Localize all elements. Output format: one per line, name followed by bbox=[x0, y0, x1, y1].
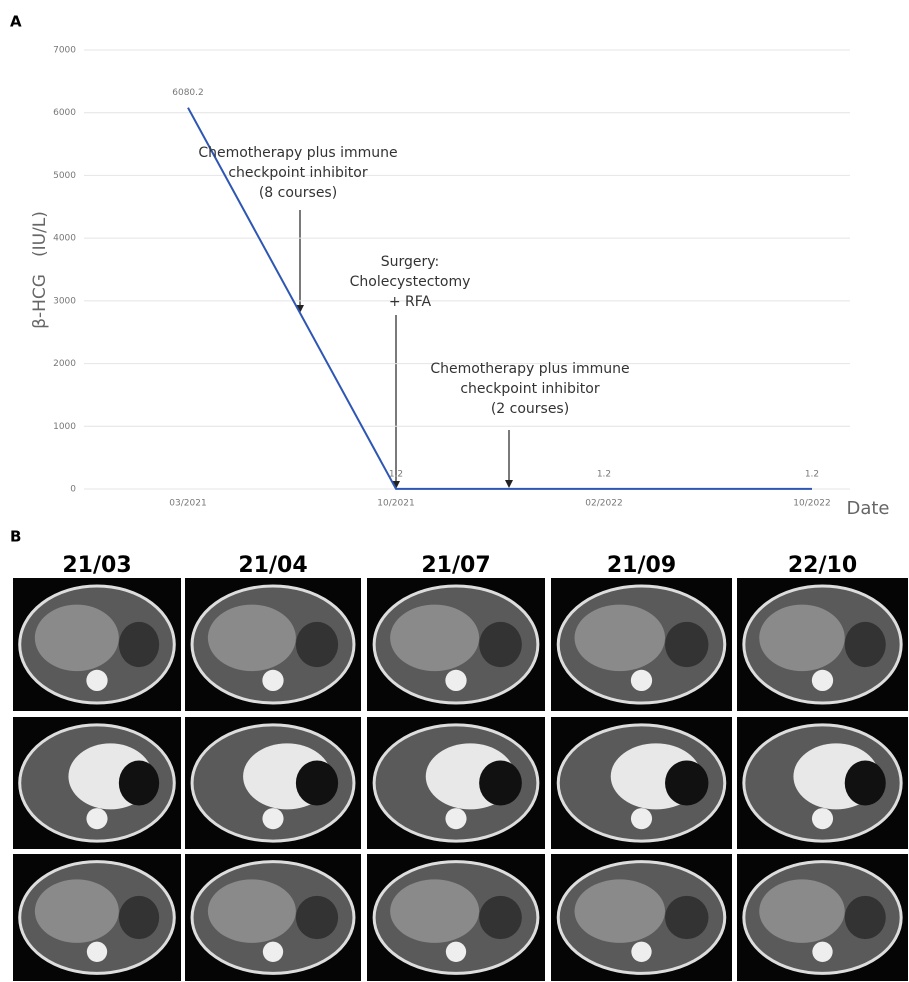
ct-image bbox=[737, 578, 908, 711]
column-label: 21/07 bbox=[421, 553, 490, 578]
vertebra bbox=[445, 808, 466, 829]
vertebra bbox=[446, 942, 466, 962]
liver bbox=[575, 605, 666, 672]
x-axis-label: Date bbox=[846, 498, 889, 519]
organ bbox=[665, 896, 708, 939]
organ bbox=[119, 761, 159, 806]
liver bbox=[759, 879, 845, 943]
y-tick-label: 0 bbox=[70, 485, 76, 495]
liver bbox=[390, 879, 479, 943]
x-tick-label: 02/2022 bbox=[585, 499, 622, 509]
annotation: (8 courses) bbox=[259, 185, 337, 201]
liver bbox=[35, 879, 119, 943]
liver bbox=[390, 605, 479, 672]
arrow-heads bbox=[296, 305, 513, 489]
y-tick-label: 4000 bbox=[53, 234, 76, 244]
vertebra bbox=[262, 670, 283, 691]
organ bbox=[479, 622, 522, 667]
y-tick-label: 7000 bbox=[53, 46, 76, 56]
vertebra bbox=[445, 670, 466, 691]
annotation-arrows bbox=[300, 210, 509, 485]
vertebra bbox=[631, 670, 652, 691]
liver bbox=[35, 605, 119, 672]
organ bbox=[479, 761, 522, 806]
ct-image bbox=[737, 854, 908, 981]
ct-image bbox=[551, 578, 732, 711]
y-axis-label: β-HCG (IU/L) bbox=[30, 211, 50, 329]
ct-image bbox=[737, 717, 908, 849]
y-tick-label: 6000 bbox=[53, 108, 76, 118]
annotation: Chemotherapy plus immune bbox=[430, 361, 629, 377]
vertebra bbox=[812, 808, 833, 829]
organ bbox=[845, 622, 886, 667]
column-label: 21/09 bbox=[607, 553, 676, 578]
vertebra bbox=[86, 670, 107, 691]
organ bbox=[665, 622, 708, 667]
organ bbox=[479, 896, 522, 939]
organ bbox=[665, 761, 708, 806]
column-label: 21/04 bbox=[238, 553, 307, 578]
y-tick-label: 2000 bbox=[53, 359, 76, 369]
figure: A B β-HCG (IU/L) Date 0 1000 2000 3000 4000 5… bbox=[0, 0, 909, 982]
y-tick-label: 5000 bbox=[53, 171, 76, 181]
vertebra bbox=[812, 670, 833, 691]
y-tick-label: 1000 bbox=[53, 422, 76, 432]
liver bbox=[759, 605, 845, 672]
vertebra bbox=[263, 942, 283, 962]
data-label: 1.2 bbox=[597, 469, 611, 479]
organ bbox=[845, 896, 886, 939]
data-label: 1.2 bbox=[389, 469, 403, 479]
vertebra bbox=[262, 808, 283, 829]
vertebra bbox=[631, 808, 652, 829]
panel-label: B bbox=[10, 528, 21, 546]
panel-label: A bbox=[10, 13, 22, 31]
liver bbox=[575, 879, 666, 943]
annotation: checkpoint inhibitor bbox=[460, 381, 599, 397]
ct-image bbox=[551, 854, 732, 981]
ct-image bbox=[185, 854, 361, 981]
column-label: 21/03 bbox=[62, 553, 131, 578]
organ bbox=[296, 761, 338, 806]
organ bbox=[296, 622, 338, 667]
organ bbox=[845, 761, 886, 806]
vertebra bbox=[87, 942, 107, 962]
data-label: 6080.2 bbox=[172, 88, 204, 98]
ct-image bbox=[367, 854, 545, 981]
organ bbox=[119, 622, 159, 667]
vertebra bbox=[631, 942, 651, 962]
x-tick-label: 10/2021 bbox=[377, 499, 414, 509]
annotation: + RFA bbox=[389, 294, 432, 310]
ct-image bbox=[185, 717, 361, 849]
organ bbox=[119, 896, 159, 939]
liver bbox=[208, 605, 296, 672]
annotation: (2 courses) bbox=[491, 401, 569, 417]
ct-image bbox=[13, 578, 181, 711]
organ bbox=[296, 896, 338, 939]
ct-image bbox=[367, 717, 545, 849]
annotation: Chemotherapy plus immune bbox=[198, 145, 397, 161]
ct-image bbox=[13, 717, 181, 849]
y-tick-label: 3000 bbox=[53, 296, 76, 306]
ct-image bbox=[551, 717, 732, 849]
x-tick-label: 03/2021 bbox=[169, 499, 206, 509]
x-tick-label: 10/2022 bbox=[793, 499, 830, 509]
vertebra bbox=[86, 808, 107, 829]
liver bbox=[208, 879, 296, 943]
vertebra bbox=[812, 942, 832, 962]
ct-image bbox=[185, 578, 361, 711]
column-label: 22/10 bbox=[788, 553, 857, 578]
ct-image bbox=[367, 578, 545, 711]
data-label: 1.2 bbox=[805, 469, 819, 479]
annotation: Surgery: bbox=[381, 254, 440, 270]
annotation: checkpoint inhibitor bbox=[228, 165, 367, 181]
annotation: Cholecystectomy bbox=[350, 274, 471, 290]
ct-image bbox=[13, 854, 181, 981]
